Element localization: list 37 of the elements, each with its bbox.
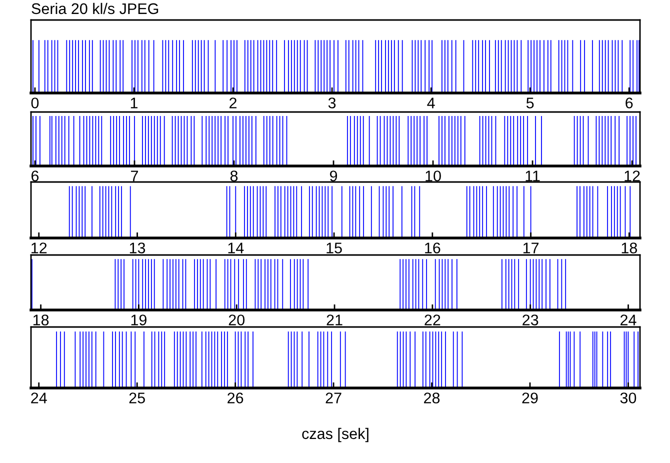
x-tick-label: 24 xyxy=(620,314,636,326)
x-tick-label: 20 xyxy=(228,314,245,326)
x-tick-label: 18 xyxy=(33,314,49,326)
x-tick-label: 12 xyxy=(32,242,47,254)
x-tick-label: 13 xyxy=(130,242,146,254)
x-tick-label: 14 xyxy=(228,242,244,254)
x-tick-label: 1 xyxy=(130,98,138,108)
x-tick-label: 2 xyxy=(230,98,236,108)
x-tick-label: 18 xyxy=(622,242,638,254)
x-tick-label: 21 xyxy=(326,314,342,326)
x-tick-label: 19 xyxy=(131,314,146,326)
x-tick-label: 4 xyxy=(427,98,435,108)
chart-title: Seria 20 kl/s JPEG xyxy=(32,2,158,14)
x-tick-label: 27 xyxy=(326,392,342,404)
x-tick-label: 8 xyxy=(230,170,238,182)
x-tick-label: 0 xyxy=(31,98,39,108)
x-tick-label: 29 xyxy=(522,392,538,404)
x-tick-label: 6 xyxy=(32,170,39,182)
x-axis-title: czas [sek] xyxy=(302,428,368,442)
x-tick-label: 17 xyxy=(523,242,539,254)
x-tick-label: 15 xyxy=(326,242,342,254)
x-tick-label: 9 xyxy=(330,170,338,182)
x-tick-label: 6 xyxy=(626,98,633,108)
x-tick-label: 7 xyxy=(131,170,138,182)
x-tick-label: 25 xyxy=(129,392,145,404)
x-tick-label: 11 xyxy=(526,170,540,182)
x-tick-label: 26 xyxy=(228,392,244,404)
x-tick-label: 3 xyxy=(328,98,336,108)
x-tick-label: 10 xyxy=(426,170,441,182)
x-tick-label: 12 xyxy=(624,170,640,182)
x-tick-label: 24 xyxy=(31,392,47,404)
x-tick-label: 5 xyxy=(526,98,534,108)
x-tick-label: 28 xyxy=(424,392,440,404)
x-tick-label: 30 xyxy=(620,392,636,404)
x-tick-label: 22 xyxy=(424,314,440,326)
x-tick-label: 16 xyxy=(425,242,440,254)
x-tick-label: 23 xyxy=(522,314,538,326)
